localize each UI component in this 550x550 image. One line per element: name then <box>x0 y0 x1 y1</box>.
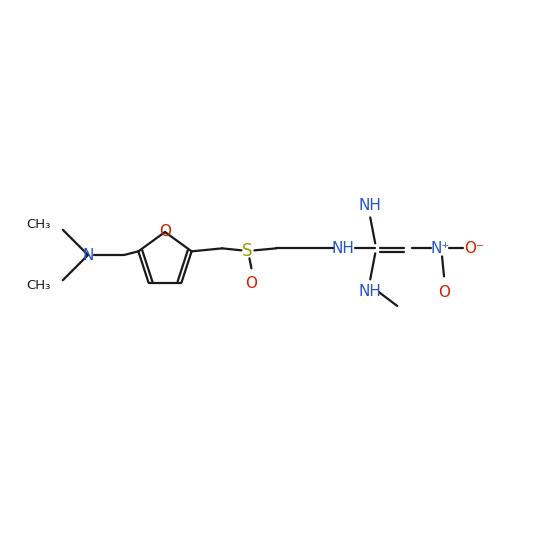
Text: O: O <box>159 223 171 239</box>
Text: S: S <box>242 243 252 260</box>
Text: N⁺: N⁺ <box>430 241 450 256</box>
Text: NH: NH <box>332 241 354 256</box>
Text: O: O <box>438 285 450 300</box>
Text: CH₃: CH₃ <box>26 218 51 232</box>
Text: O⁻: O⁻ <box>464 241 483 256</box>
Text: CH₃: CH₃ <box>26 279 51 292</box>
Text: NH: NH <box>359 198 382 213</box>
Text: O: O <box>245 276 257 291</box>
Text: N: N <box>82 248 94 262</box>
Text: NH: NH <box>359 284 382 299</box>
